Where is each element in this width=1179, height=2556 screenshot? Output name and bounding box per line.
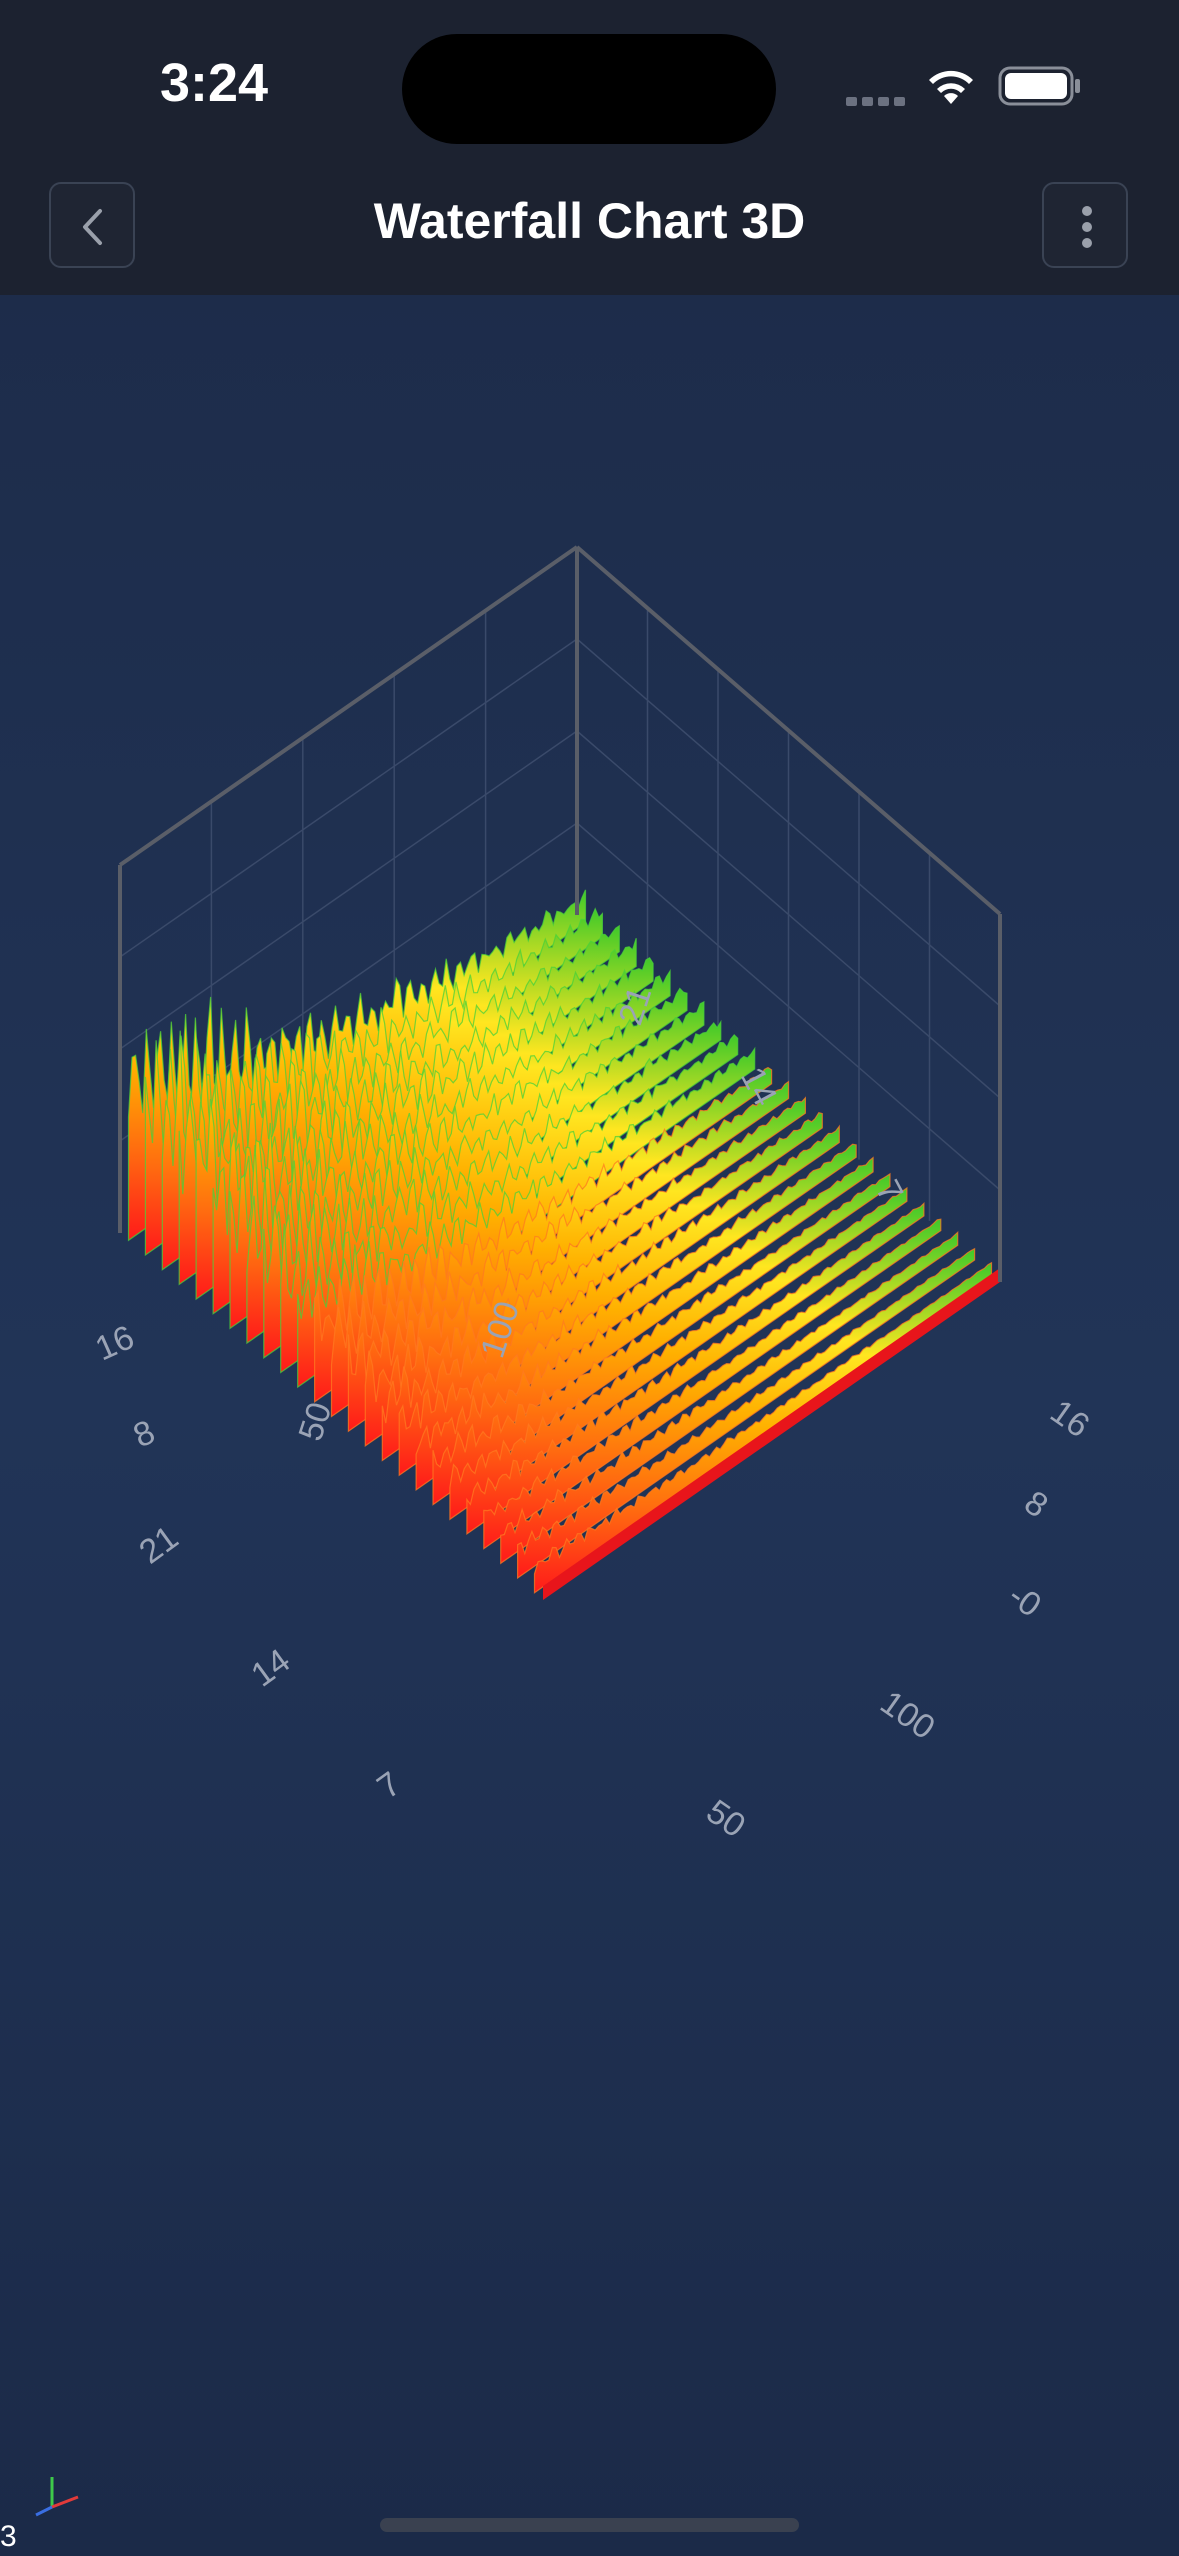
chart-axes bbox=[118, 545, 1002, 1282]
grid-line-back-right-h bbox=[576, 730, 1001, 1099]
right-y-tick-0: -0 bbox=[1001, 1576, 1048, 1624]
grid-line-back-right-h bbox=[576, 638, 1001, 1007]
waterfall-series-3 bbox=[483, 1218, 942, 1550]
chevron-left-icon bbox=[83, 209, 102, 245]
waterfall-chart-svg[interactable]: 50 100 21 14 7 16 8 21 14 7 50 100 -0 8 … bbox=[0, 295, 1179, 2475]
waterfall-series-4 bbox=[466, 1201, 925, 1536]
axis-top-left-edge bbox=[118, 545, 579, 867]
chart-series bbox=[127, 889, 1000, 1600]
front-z-tick-7: 7 bbox=[370, 1765, 408, 1807]
waterfall-chart[interactable]: 50 100 21 14 7 16 8 21 14 7 50 100 -0 8 … bbox=[0, 295, 1179, 2475]
waterfall-series-2 bbox=[500, 1231, 959, 1565]
home-indicator[interactable] bbox=[380, 2518, 799, 2532]
axes-orientation-icon bbox=[35, 2477, 79, 2517]
waterfall-series-1 bbox=[517, 1247, 976, 1580]
left-y-tick-16: 16 bbox=[90, 1318, 140, 1368]
corner-label: 3 bbox=[0, 2520, 17, 2553]
left-y-tick-8: 8 bbox=[128, 1413, 161, 1455]
waterfall-series-5 bbox=[449, 1186, 908, 1521]
waterfall-front-rim bbox=[543, 1268, 1000, 1600]
grid-line-back-left-h bbox=[119, 638, 578, 958]
cellular-signal-icon bbox=[846, 97, 905, 106]
status-time: 3:24 bbox=[160, 53, 269, 113]
grid-line-back-right-h bbox=[576, 822, 1001, 1191]
front-x-tick-100: 100 bbox=[873, 1683, 941, 1747]
waterfall-series-0 bbox=[533, 1261, 993, 1594]
right-y-tick-16: 16 bbox=[1043, 1392, 1096, 1445]
more-vertical-icon bbox=[1082, 206, 1092, 248]
more-options-button[interactable] bbox=[1042, 182, 1128, 268]
chart-grid bbox=[119, 608, 1001, 1221]
right-y-tick-8: 8 bbox=[1017, 1483, 1054, 1525]
grid-line-back-left-h bbox=[119, 730, 578, 1050]
front-x-tick-50: 50 bbox=[699, 1792, 752, 1845]
axis-top-right-edge bbox=[575, 545, 1002, 916]
top-bar: 3:24 Waterfall Chart 3D bbox=[0, 0, 1179, 295]
back-button[interactable] bbox=[49, 182, 135, 268]
waterfall-series-6 bbox=[432, 1172, 891, 1506]
dynamic-island bbox=[402, 34, 776, 144]
battery-icon bbox=[998, 66, 1080, 106]
front-z-tick-14: 14 bbox=[244, 1641, 297, 1694]
wifi-icon bbox=[929, 70, 973, 104]
front-z-tick-21: 21 bbox=[132, 1518, 185, 1571]
page-title: Waterfall Chart 3D bbox=[373, 193, 806, 249]
